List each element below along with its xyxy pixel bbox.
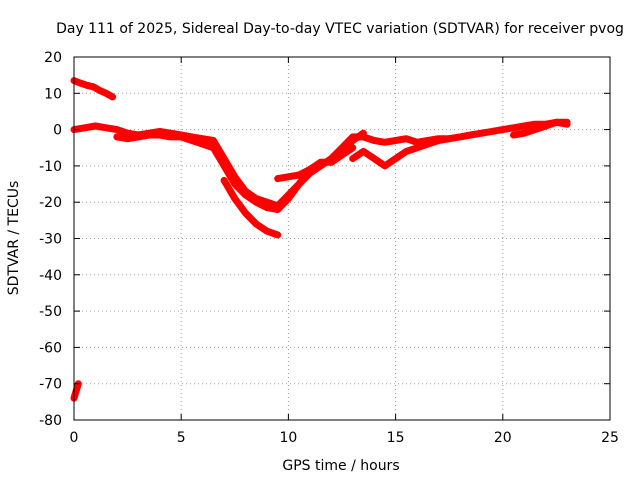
y-axis-label: SDTVAR / TECUs <box>6 181 22 296</box>
y-tick-label: -10 <box>39 159 62 175</box>
x-tick-label: 10 <box>279 430 297 446</box>
y-tick-label: 20 <box>44 50 62 66</box>
x-tick-label: 5 <box>177 430 186 446</box>
chart-title: Day 111 of 2025, Sidereal Day-to-day VTE… <box>56 21 624 37</box>
y-tick-label: -70 <box>39 377 62 393</box>
x-tick-label: 0 <box>70 430 79 446</box>
y-tick-label: -40 <box>39 268 62 284</box>
series-line-seg-tail <box>510 118 571 139</box>
y-tick-label: -30 <box>39 232 62 248</box>
y-tick-label: -50 <box>39 304 62 320</box>
series-line-seg-recovery <box>274 129 367 183</box>
y-tick-label: -60 <box>39 340 62 356</box>
series-line-seg-early-low <box>70 380 82 402</box>
y-tick-label: -20 <box>39 195 62 211</box>
axis-ticks: 0 5 10 15 20 25 20 10 0 -10 -20 -30 -40 -50 -60 -70 -80 <box>39 50 619 446</box>
x-axis-label: GPS time / hours <box>282 458 399 474</box>
series-line-seg-trough <box>220 176 282 239</box>
y-tick-label: 0 <box>53 123 62 139</box>
grid-lines <box>74 57 610 420</box>
series-line-seg-bump <box>349 135 453 170</box>
x-tick-label: 25 <box>601 430 619 446</box>
series-line-seg-early-high <box>70 77 117 101</box>
series-traces <box>70 77 571 402</box>
y-tick-label: 10 <box>44 86 62 102</box>
x-tick-label: 15 <box>387 430 405 446</box>
y-tick-label: -80 <box>39 413 62 429</box>
x-tick-label: 20 <box>494 430 512 446</box>
